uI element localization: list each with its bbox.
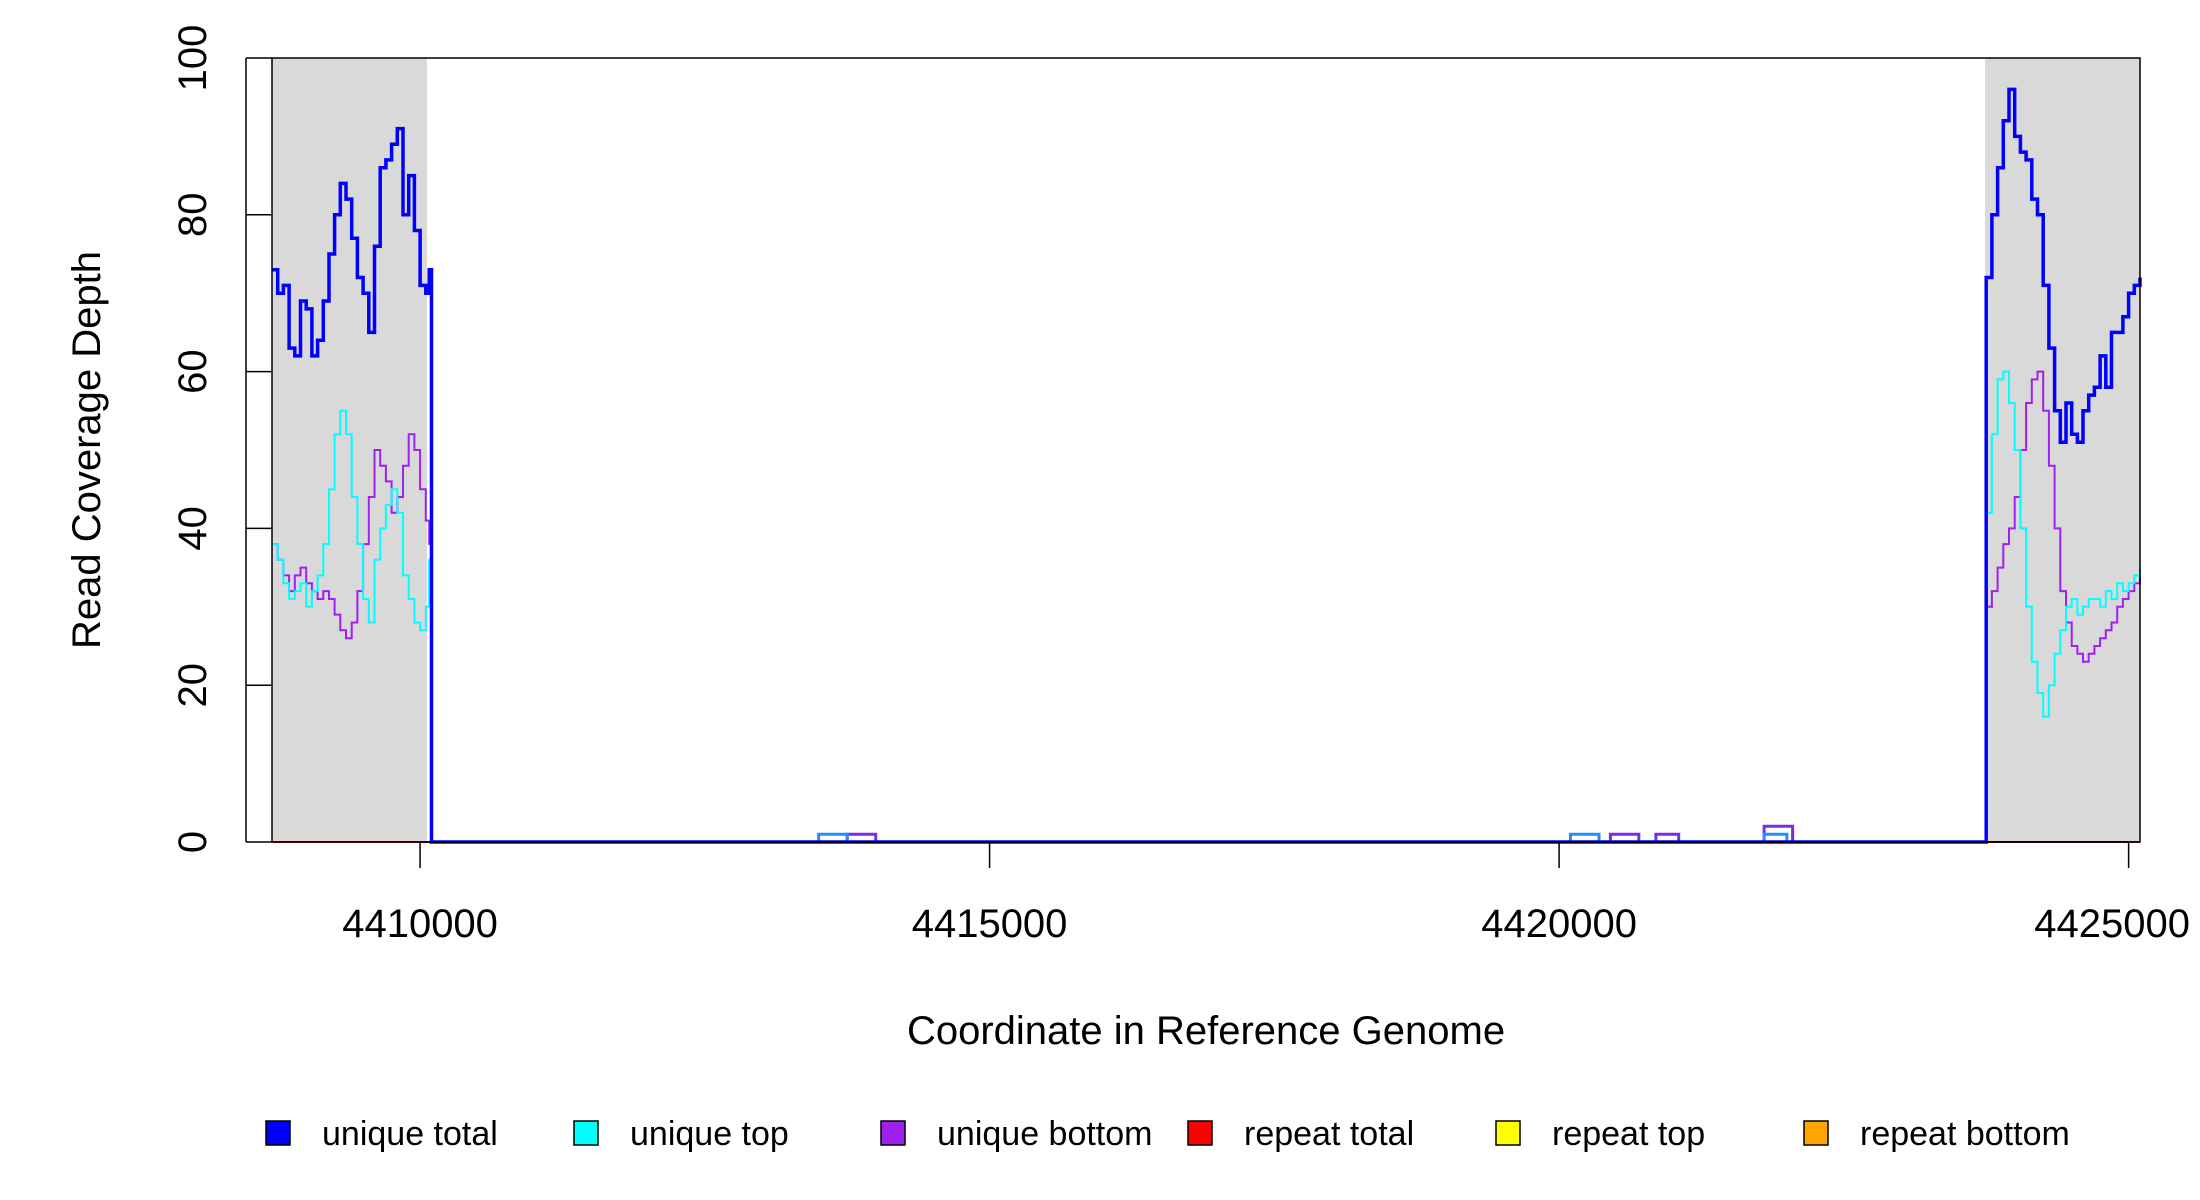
series-lines [272,87,2142,844]
y-tick-label-5: 100 [171,25,215,92]
shaded-region-0 [272,58,427,842]
series-line-0 [272,87,2142,844]
legend-label-4: repeat top [1552,1115,1705,1153]
legend-swatch-2 [880,1120,906,1146]
legend-label-1: unique top [630,1115,789,1153]
y-axis-label: Read Coverage Depth [65,251,109,649]
legend-swatch-3 [1187,1120,1213,1146]
x-tick-label-3: 4425000 [2034,902,2190,946]
legend-swatch-0 [265,1120,291,1146]
y-tick-label-1: 20 [171,663,215,708]
x-tick-label-1: 4415000 [912,902,1068,946]
legend-swatch-1 [573,1120,599,1146]
y-tick-label-3: 60 [171,349,215,394]
y-tick-label-2: 40 [171,506,215,551]
shaded-regions [272,58,2140,842]
series-line-1 [272,370,2141,843]
y-tick-label-4: 80 [171,193,215,238]
shaded-region-1 [1985,58,2140,842]
legend-label-0: unique total [322,1115,498,1153]
plot-frame [271,57,2141,843]
series-line-4 [431,824,1986,844]
series-line-2 [272,370,2141,843]
legend-label-2: unique bottom [937,1115,1153,1153]
legend-label-3: repeat total [1244,1115,1414,1153]
x-tick-label-0: 4410000 [342,902,498,946]
x-axis: 4410000 4415000 4420000 4425000 [342,841,2190,946]
legend-swatch-4 [1495,1120,1521,1146]
x-tick-label-2: 4420000 [1481,902,1637,946]
y-tick-label-0: 0 [171,831,215,853]
series-line-3 [431,832,1986,844]
x-axis-label: Coordinate in Reference Genome [907,1009,1505,1053]
legend-label-5: repeat bottom [1860,1115,2070,1153]
legend-swatch-5 [1803,1120,1829,1146]
y-axis: 0 20 40 60 80 100 [171,25,272,853]
legend: unique total unique top unique bottom repea… [265,1115,2070,1153]
